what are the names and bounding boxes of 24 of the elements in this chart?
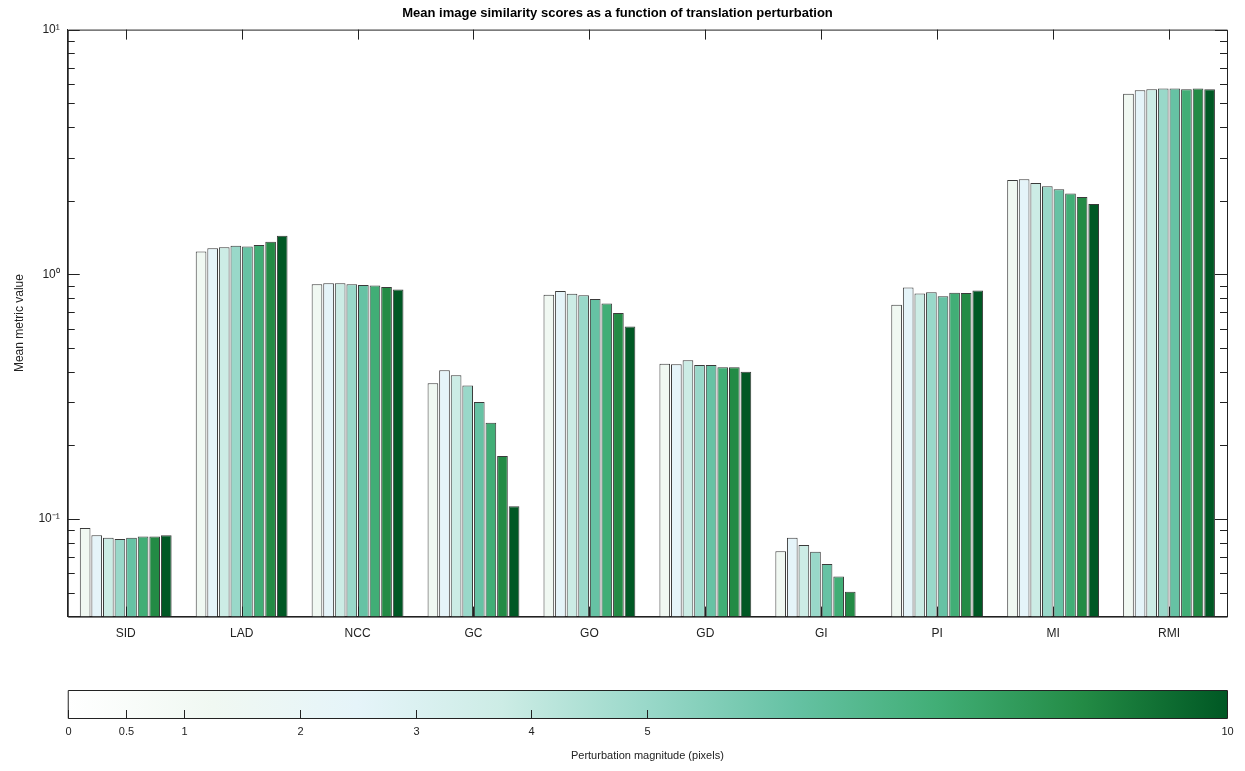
color-bar-label: 3 (413, 724, 420, 737)
x-tick-label: RMI (1158, 626, 1181, 641)
x-tick-label: LAD (229, 626, 254, 641)
color-bar-label: 5 (644, 724, 651, 737)
chart-title: Mean image similarity scores as a function of translation perturbation (402, 5, 833, 21)
x-tick-label: SID (115, 626, 137, 641)
y-tick-label: 10⁻¹ (38, 511, 60, 526)
x-tick-label: PI (931, 626, 943, 641)
color-bar-label: 1 (181, 724, 188, 737)
color-bar-label: 10 (1221, 724, 1234, 737)
y-axis-title: Mean metric value (11, 273, 26, 373)
x-tick-label: NCC (344, 626, 371, 641)
x-tick-label: GI (814, 626, 828, 641)
color-bar-label: 4 (528, 724, 535, 737)
y-tick-label: 10¹ (42, 21, 60, 36)
x-tick-label: MI (1046, 626, 1060, 641)
x-tick-label: GC (464, 626, 483, 641)
x-tick-label: GO (580, 626, 599, 641)
color-bar-label: 0 (65, 724, 72, 737)
color-bar-label: 0.5 (118, 724, 135, 737)
color-bar-label: 2 (297, 724, 304, 737)
y-tick-label: 10⁰ (42, 266, 60, 281)
color-bar-title: Perturbation magnitude (pixels) (570, 748, 724, 761)
x-tick-label: GD (696, 626, 715, 641)
